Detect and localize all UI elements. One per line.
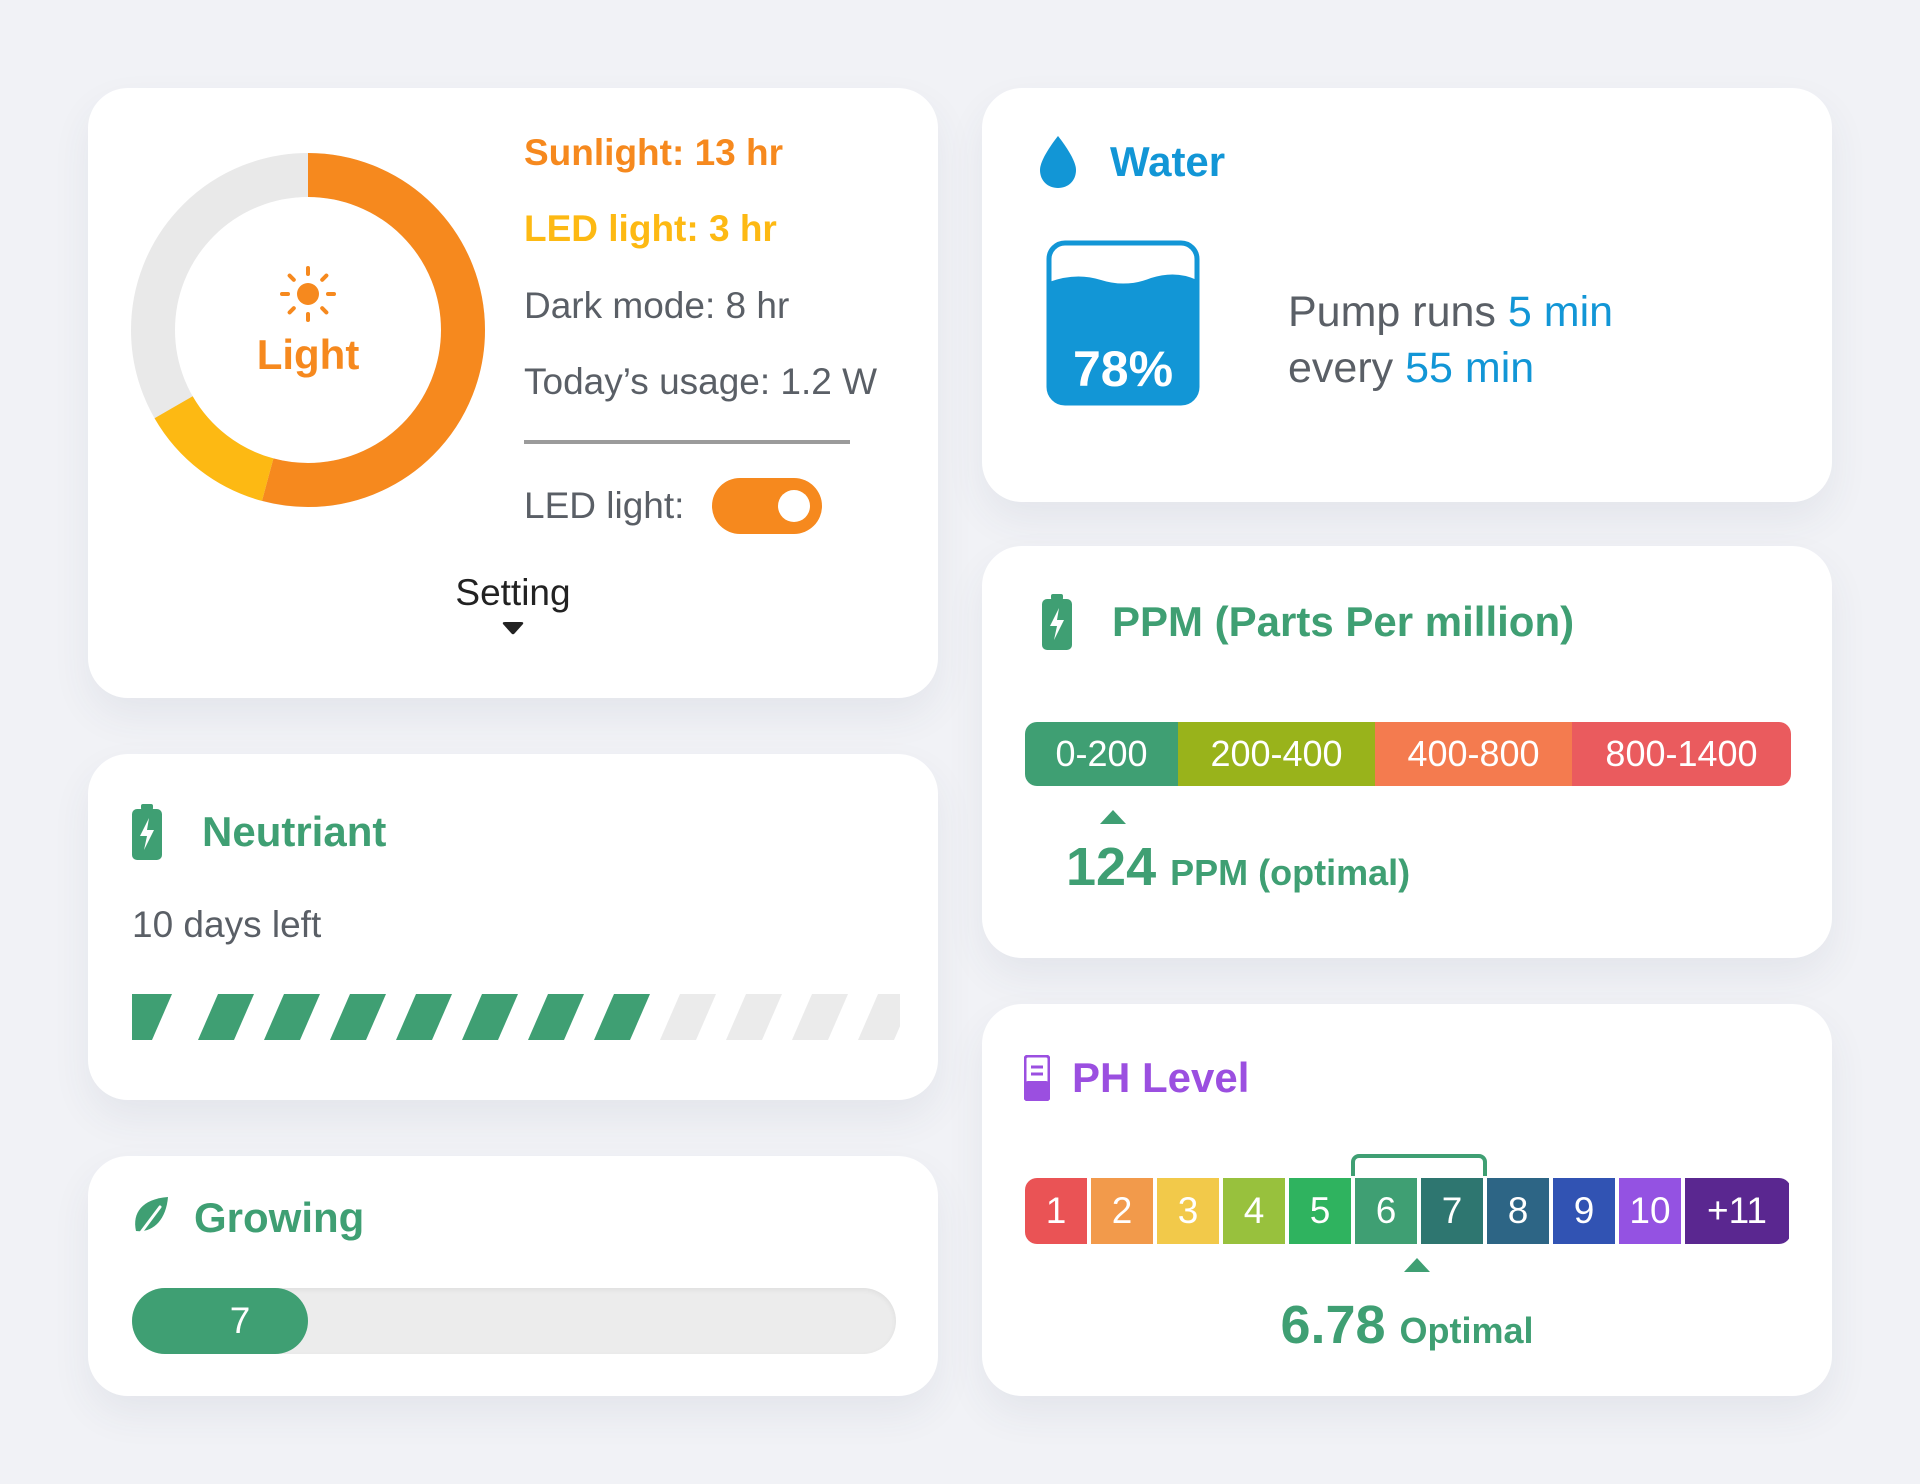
pump-schedule: Pump runs 5 min every 55 min (1288, 284, 1613, 396)
nutrient-segment-filled (330, 994, 386, 1040)
setting-dropdown[interactable]: Setting (88, 572, 938, 635)
ph-scale-cell: 1 (1025, 1178, 1087, 1244)
led-toggle-row: LED light: (524, 478, 823, 534)
neutriant-title: Neutriant (202, 808, 387, 855)
ph-title: PH Level (1072, 1054, 1250, 1101)
battery-icon (132, 804, 162, 860)
nutrient-segment-filled (132, 994, 172, 1040)
nutrient-segment-filled (462, 994, 518, 1040)
pump-prefix: Pump runs (1288, 288, 1496, 336)
light-center: Light (178, 263, 438, 379)
ppm-header: PPM (Parts Per million) (1042, 594, 1574, 650)
growing-value: 7 (229, 1300, 251, 1341)
toggle-knob (778, 490, 811, 522)
ph-scale-cell: 5 (1289, 1178, 1351, 1244)
ph-scale-cell: 3 (1157, 1178, 1219, 1244)
ph-value: 6.78 (1280, 1295, 1386, 1355)
growing-progress-track: 7 (132, 1288, 896, 1354)
dark-mode-hours: Dark mode: 8 hr (524, 285, 790, 326)
ppm-value: 124 (1066, 837, 1157, 897)
ph-card: PH Level 1 2 3 4 5 6 7 8 9 10 +11 6.78 Op… (982, 1004, 1832, 1396)
ppm-range-bar: 0-200 200-400 400-800 800-1400 (1025, 722, 1791, 786)
water-card: Water 78% Pump runs 5 min every 55 min (982, 88, 1832, 502)
ph-marker-icon (1404, 1258, 1430, 1272)
ph-scale-cell: 7 (1421, 1178, 1483, 1244)
sunlight-hours: Sunlight: 13 hr (524, 132, 783, 173)
light-card: Light Sunlight: 13 hr LED light: 3 hr Da… (88, 88, 938, 698)
led-light-hours: LED light: 3 hr (524, 208, 777, 249)
growing-header: Growing (132, 1194, 364, 1242)
growing-progress-fill: 7 (132, 1288, 308, 1354)
ph-scale-cell: +11 (1685, 1178, 1789, 1244)
ph-status: Optimal (1399, 1310, 1534, 1351)
led-light-toggle[interactable] (712, 478, 823, 534)
light-donut-chart (131, 153, 485, 507)
neutriant-card: Neutriant 10 days left (88, 754, 938, 1100)
water-level: 78% (1072, 341, 1174, 397)
ph-scale-cell: 9 (1553, 1178, 1615, 1244)
nutrient-segment-empty (726, 994, 782, 1040)
water-title: Water (1110, 138, 1226, 185)
pump-every: every (1288, 344, 1394, 392)
nutrient-segment-filled (528, 994, 584, 1040)
ppm-title: PPM (Parts Per million) (1112, 598, 1575, 645)
nutrient-segment-empty (792, 994, 848, 1040)
ppm-unit: PPM (optimal) (1170, 852, 1411, 893)
ppm-range-segment: 800-1400 (1572, 722, 1791, 786)
nutrient-segment-filled (396, 994, 452, 1040)
growing-title: Growing (194, 1194, 365, 1241)
battery-icon (1042, 594, 1072, 650)
todays-usage: Today’s usage: 1.2 W (524, 361, 878, 402)
led-toggle-label: LED light: (524, 485, 685, 526)
water-tank-icon (1046, 240, 1200, 406)
nutrient-segment-empty (858, 994, 900, 1040)
nutrient-segment-filled (198, 994, 254, 1040)
divider (524, 440, 850, 444)
nutrient-segment-empty (660, 994, 716, 1040)
pump-interval-line: every 55 min (1288, 340, 1613, 396)
water-drop-icon (1040, 136, 1076, 188)
neutriant-header: Neutriant (132, 804, 386, 860)
pump-duration: 5 min (1507, 288, 1614, 336)
light-title: Light (256, 331, 360, 378)
leaf-icon (134, 1197, 168, 1241)
pump-interval: 55 min (1405, 344, 1535, 392)
days-left: 10 days left (132, 904, 322, 945)
nutrient-segment-filled (264, 994, 320, 1040)
ppm-card: PPM (Parts Per million) 0-200 200-400 40… (982, 546, 1832, 958)
ppm-marker-icon (1100, 810, 1126, 824)
ph-scale-cell: 10 (1619, 1178, 1681, 1244)
setting-label: Setting (455, 572, 571, 613)
ph-scale-cell: 2 (1091, 1178, 1153, 1244)
water-header: Water (1038, 134, 1225, 190)
ph-scale-cell: 6 (1355, 1178, 1417, 1244)
nutrient-segment-filled (594, 994, 650, 1040)
ph-meter-icon (1024, 1055, 1050, 1101)
ppm-reading: 124 PPM (optimal) (1066, 836, 1410, 898)
ph-header: PH Level (1024, 1054, 1249, 1102)
sun-icon (280, 266, 336, 322)
ph-optimal-bracket (1351, 1154, 1487, 1176)
ph-scale-cell: 4 (1223, 1178, 1285, 1244)
ppm-range-segment: 0-200 (1025, 722, 1178, 786)
ppm-range-segment: 400-800 (1375, 722, 1572, 786)
ppm-range-segment: 200-400 (1178, 722, 1375, 786)
growing-card: Growing 7 (88, 1156, 938, 1396)
ph-scale-cell: 8 (1487, 1178, 1549, 1244)
nutrient-level-bar (132, 994, 900, 1040)
donut-segment-sunlight (131, 153, 485, 507)
ph-scale-bar: 1 2 3 4 5 6 7 8 9 10 +11 (1025, 1178, 1791, 1244)
pump-duration-line: Pump runs 5 min (1288, 284, 1613, 340)
ph-reading: 6.78 Optimal (982, 1294, 1832, 1356)
caret-down-icon (502, 622, 524, 635)
